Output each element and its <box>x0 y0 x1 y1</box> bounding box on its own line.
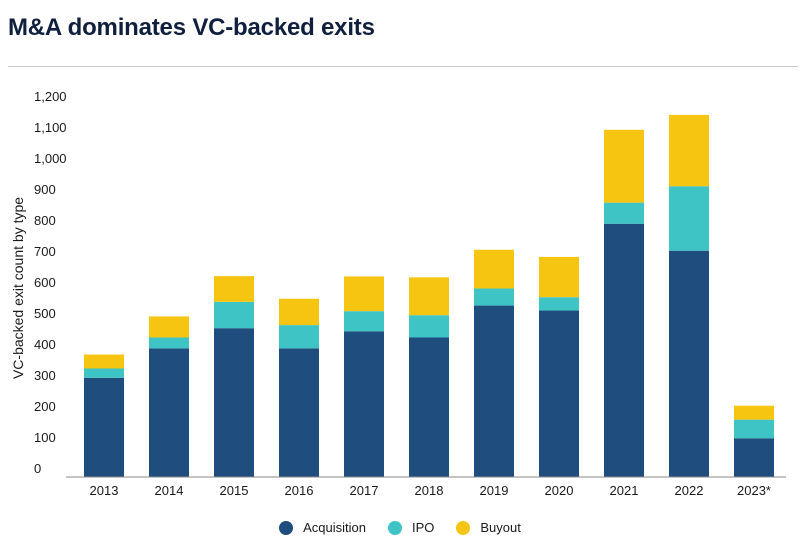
x-tick-label: 2021 <box>610 483 639 498</box>
bar-ipo-2017 <box>344 311 384 332</box>
legend-label: Acquisition <box>303 520 366 535</box>
bar-buyout-2021 <box>604 129 644 203</box>
y-tick-label: 0 <box>34 461 41 476</box>
bar-ipo-2018 <box>409 315 449 338</box>
y-tick-label: 400 <box>34 337 56 352</box>
bar-buyout-2019 <box>474 249 514 289</box>
chart-title: M&A dominates VC-backed exits <box>8 14 375 41</box>
legend-label: Buyout <box>480 520 521 535</box>
y-tick-label: 1,000 <box>34 151 67 166</box>
bar-buyout-2020 <box>539 256 579 298</box>
x-tick-label: 2019 <box>480 483 509 498</box>
x-axis-ticks: 2013 2014 2015 2016 2017 2018 2019 2020 2021 2022… <box>90 483 771 498</box>
bar-acquisition-2015 <box>214 328 254 477</box>
x-tick-label: 2020 <box>545 483 574 498</box>
bar-acquisition-2020 <box>539 310 579 477</box>
bar-acquisition-2013 <box>84 377 124 477</box>
bar-buyout-2023 <box>734 405 774 420</box>
y-axis-label: VC-backed exit count by type <box>10 197 26 379</box>
x-tick-label: 2015 <box>220 483 249 498</box>
bar-acquisition-2019 <box>474 305 514 477</box>
bar-ipo-2020 <box>539 297 579 311</box>
y-tick-label: 300 <box>34 368 56 383</box>
bar-buyout-2017 <box>344 276 384 312</box>
y-tick-label: 800 <box>34 213 56 228</box>
legend-label: IPO <box>411 520 435 535</box>
x-tick-label: 2014 <box>155 483 184 498</box>
bar-acquisition-2023 <box>734 438 774 477</box>
legend-swatch <box>387 520 402 535</box>
x-tick-label: 2022 <box>675 483 704 498</box>
bar-acquisition-2016 <box>279 348 319 477</box>
bar-buyout-2014 <box>149 316 189 338</box>
bar-buyout-2022 <box>669 114 709 187</box>
y-tick-label: 500 <box>34 306 56 321</box>
bar-ipo-2014 <box>149 337 189 349</box>
legend-swatch <box>279 520 294 535</box>
legend-item-acquisition: Acquisition <box>279 520 366 535</box>
x-tick-label: 2018 <box>415 483 444 498</box>
y-tick-label: 100 <box>34 430 56 445</box>
y-tick-label: 700 <box>34 244 56 259</box>
bar-buyout-2015 <box>214 276 254 302</box>
bar-acquisition-2018 <box>409 337 449 477</box>
legend-item-ipo: IPO <box>387 520 435 535</box>
bar-ipo-2016 <box>279 325 319 349</box>
x-tick-label: 2013 <box>90 483 119 498</box>
x-tick-label: 2023* <box>737 483 771 498</box>
bar-buyout-2016 <box>279 298 319 326</box>
y-tick-label: 1,100 <box>34 120 67 135</box>
bar-ipo-2021 <box>604 202 644 224</box>
y-tick-label: 600 <box>34 275 56 290</box>
bars <box>84 114 774 477</box>
bar-acquisition-2021 <box>604 223 644 477</box>
y-tick-label: 1,200 <box>34 89 67 104</box>
bar-acquisition-2017 <box>344 331 384 477</box>
bar-acquisition-2022 <box>669 250 709 477</box>
bar-acquisition-2014 <box>149 348 189 477</box>
x-tick-label: 2016 <box>285 483 314 498</box>
legend-swatch <box>456 520 471 535</box>
bar-ipo-2015 <box>214 301 254 329</box>
y-tick-label: 900 <box>34 182 56 197</box>
legend: Acquisition IPO Buyout <box>0 520 800 535</box>
legend-item-buyout: Buyout <box>456 520 521 535</box>
y-tick-label: 200 <box>34 399 56 414</box>
bar-ipo-2023 <box>734 419 774 439</box>
x-tick-label: 2017 <box>350 483 379 498</box>
bar-ipo-2019 <box>474 288 514 306</box>
title-divider <box>8 66 798 67</box>
y-axis-ticks: 0 100 200 300 400 500 600 700 800 900 1,000 1,100 1,… <box>34 89 67 476</box>
bar-buyout-2018 <box>409 277 449 316</box>
bar-ipo-2022 <box>669 186 709 251</box>
stacked-bar-chart: 0 100 200 300 400 500 600 700 800 900 1,000 1,100 1,… <box>10 89 786 498</box>
bar-buyout-2013 <box>84 354 124 369</box>
bar-ipo-2013 <box>84 368 124 378</box>
